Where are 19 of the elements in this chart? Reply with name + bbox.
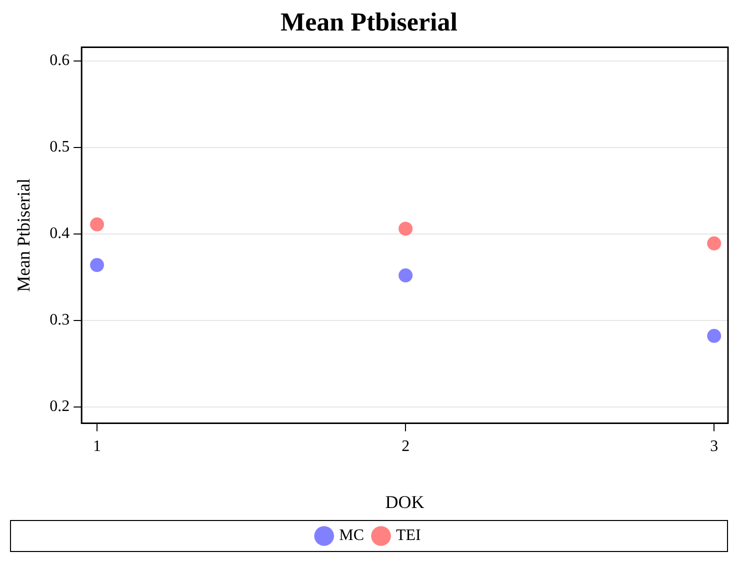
y-tick-label: 0.2 <box>50 398 70 415</box>
legend-label: TEI <box>396 527 421 544</box>
point <box>707 328 722 343</box>
legend-label: MC <box>339 527 364 544</box>
y-tick-label: 0.3 <box>50 312 70 329</box>
y-tick-label: 0.5 <box>50 138 70 156</box>
y-tick-label: 0.4 <box>50 225 70 242</box>
x-tick-label: 1 <box>93 438 102 456</box>
x-tick-label: 3 <box>710 438 718 456</box>
point <box>707 236 722 250</box>
y-axis-title: Mean Ptbiserial <box>14 178 34 292</box>
point <box>90 258 104 272</box>
x-tick-label: 2 <box>402 438 410 456</box>
point <box>398 268 413 282</box>
x-axis-title: DOK <box>385 492 424 512</box>
point <box>90 217 104 232</box>
y-tick-label: 0.6 <box>50 52 70 70</box>
point <box>398 222 413 236</box>
chart-title: Mean Ptbiserial <box>280 7 458 36</box>
